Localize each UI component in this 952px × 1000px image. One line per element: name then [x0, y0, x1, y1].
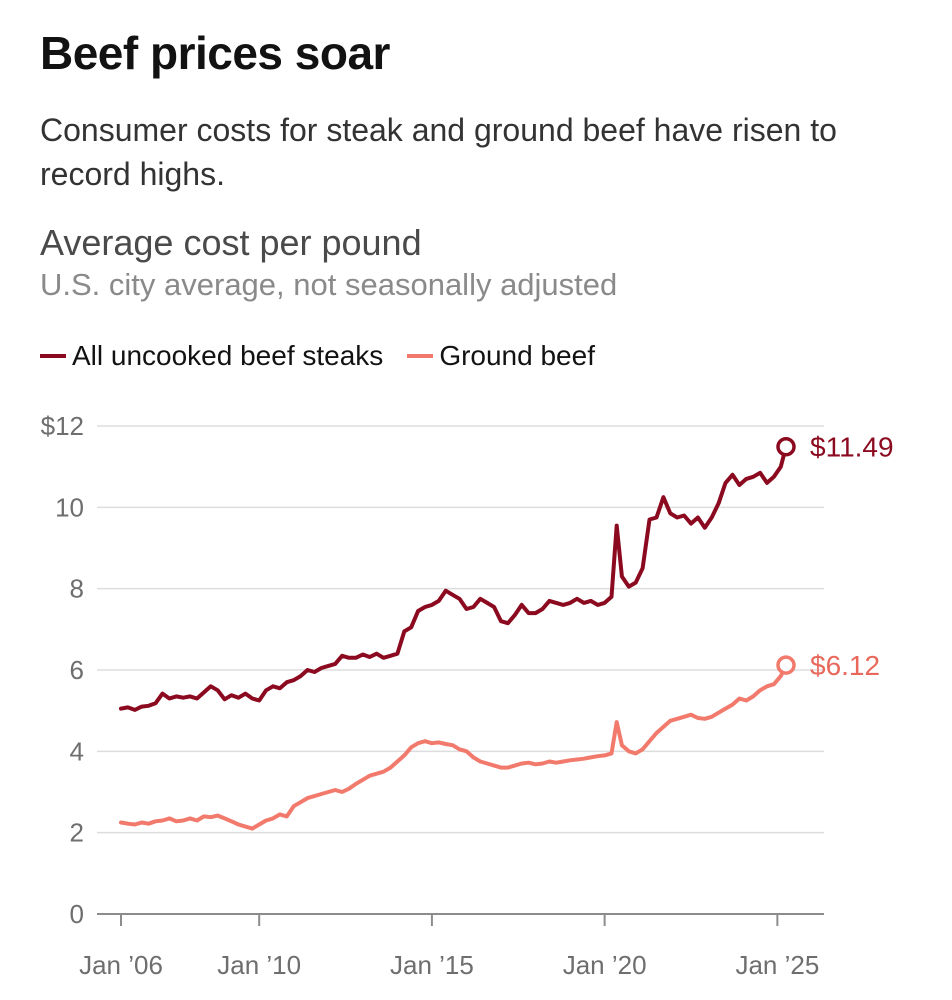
legend-swatch-ground-beef [407, 354, 434, 358]
y-tick-label-6: 6 [70, 655, 84, 685]
chart-title: Average cost per pound [40, 222, 422, 263]
x-tick-label-2015: Jan ’15 [390, 950, 474, 980]
end-point-ground-beef [776, 655, 796, 675]
page-subtitle: Consumer costs for steak and ground beef… [40, 112, 837, 192]
page-title: Beef prices soar [40, 27, 390, 79]
legend-label-steaks: All uncooked beef steaks [72, 340, 384, 371]
x-tick-label-2020: Jan ’20 [563, 950, 647, 980]
x-tick-label-2006: Jan ’06 [79, 950, 163, 980]
y-tick-label-4: 4 [70, 736, 84, 766]
chart-legend: All uncooked beef steaks Ground beef [40, 340, 619, 372]
y-tick-label-12: $12 [41, 411, 84, 441]
y-tick-label-8: 8 [70, 574, 84, 604]
legend-item-ground-beef: Ground beef [407, 340, 595, 372]
end-value-label-ground-beef: $6.12 [810, 650, 880, 681]
end-value-label-steaks: $11.49 [810, 432, 894, 463]
legend-label-ground-beef: Ground beef [439, 340, 595, 371]
x-tick-label-2010: Jan ’10 [217, 950, 301, 980]
y-tick-label-2: 2 [70, 818, 84, 848]
legend-item-steaks: All uncooked beef steaks [40, 340, 383, 372]
x-tick-label-2025: Jan ’25 [735, 950, 819, 980]
series-line-steaks [119, 444, 788, 712]
series-line-ground-beef [119, 663, 788, 831]
chart-subtitle: U.S. city average, not seasonally adjust… [40, 267, 618, 302]
y-tick-label-10: 10 [55, 492, 84, 522]
legend-swatch-steaks [40, 354, 66, 358]
end-point-steaks [776, 436, 796, 457]
y-tick-label-0: 0 [70, 899, 84, 929]
